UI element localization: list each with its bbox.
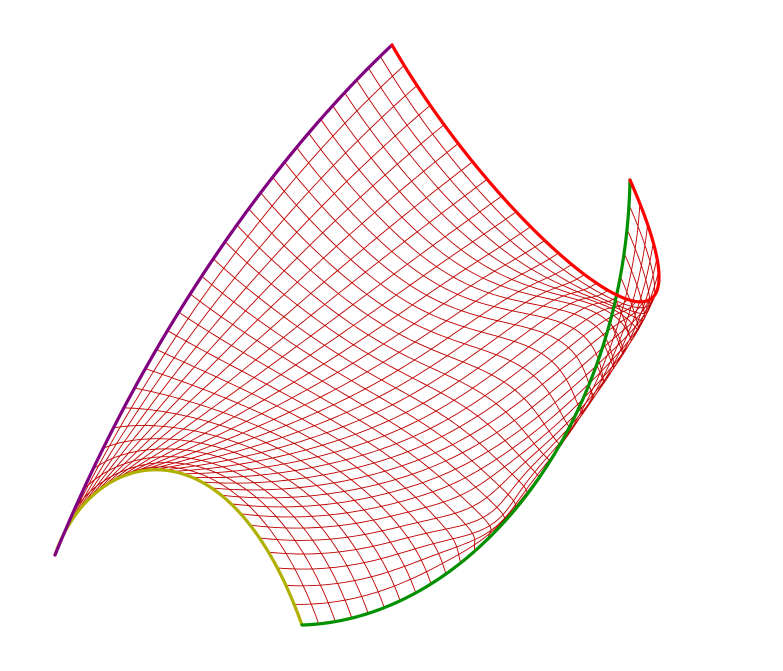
mesh-v — [321, 119, 624, 354]
mesh-v — [333, 106, 632, 341]
mesh-u — [202, 302, 636, 484]
mesh-u — [117, 227, 530, 479]
mesh-v — [64, 467, 319, 624]
mesh-v — [179, 312, 491, 538]
mesh-u — [286, 224, 648, 585]
mesh-u — [126, 240, 545, 475]
mesh-v — [213, 259, 527, 495]
mesh-v — [202, 276, 516, 510]
mesh-u — [221, 300, 649, 498]
mesh-v — [368, 68, 649, 314]
mesh-v — [83, 457, 352, 618]
mesh-v — [156, 349, 460, 563]
mesh-v — [225, 242, 539, 478]
mesh-u — [153, 275, 584, 470]
mesh-u — [109, 212, 516, 483]
mesh-v — [124, 408, 416, 593]
surface-plot — [0, 0, 783, 671]
mesh-v — [135, 388, 432, 584]
mesh-u — [250, 282, 659, 528]
mesh-u — [163, 283, 597, 470]
mesh-v — [74, 463, 336, 622]
mesh-v — [261, 193, 573, 430]
mesh-u — [259, 271, 658, 540]
mesh-v — [237, 225, 550, 461]
mesh-u — [63, 86, 417, 535]
